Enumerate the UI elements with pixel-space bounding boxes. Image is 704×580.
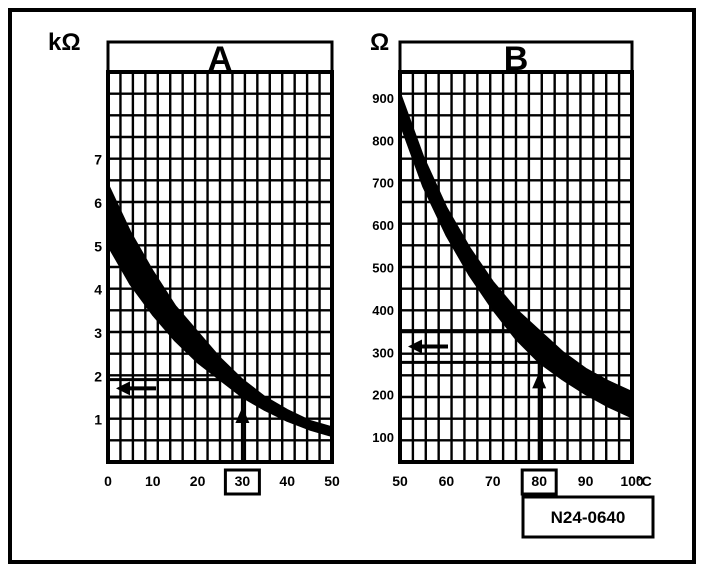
x-tick-label: 50 [392,473,408,489]
x-tick-label: 0 [104,473,112,489]
x-axis-unit: °C [636,473,652,489]
y-tick-label: 7 [94,152,102,168]
x-tick-label: 20 [190,473,206,489]
x-tick-highlight-box [520,468,558,496]
y-tick-label: 2 [94,368,102,384]
y-tick-label: 600 [372,218,394,233]
y-tick-label: 200 [372,388,394,403]
x-tick-highlight-box [223,468,261,496]
y-tick-label: 100 [372,430,394,445]
x-tick-label: 40 [279,473,295,489]
arrow-up-icon [532,372,547,389]
x-tick-label: 90 [578,473,594,489]
reference-code: N24-0640 [551,508,626,527]
y-tick-label: 1 [94,412,102,428]
y-tick-label: 3 [94,325,102,341]
y-tick-label: 900 [372,91,394,106]
plot-frame-b [398,70,634,464]
x-tick-label: 80 [531,473,547,489]
y-axis-unit-a: kΩ [48,29,81,56]
y-tick-label: 6 [94,195,102,211]
x-tick-label: 70 [485,473,501,489]
x-tick-label: 60 [439,473,455,489]
x-tick-label: 100 [620,473,644,489]
y-tick-label: 5 [94,238,102,254]
y-tick-label: 300 [372,345,394,360]
reference-box: N24-0640 [521,495,655,539]
y-tick-label: 4 [94,282,102,298]
arrow-up-icon [235,407,250,423]
x-tick-label: 10 [145,473,161,489]
y-tick-label: 700 [372,176,394,191]
y-axis-unit-b: Ω [370,29,389,56]
plot-frame-a [106,70,334,464]
x-tick-label: 50 [324,473,340,489]
y-tick-label: 400 [372,303,394,318]
arrow-left-icon [116,381,130,396]
arrow-left-icon [408,339,422,354]
y-tick-label: 800 [372,133,394,148]
x-tick-label: 30 [235,473,251,489]
y-tick-label: 500 [372,261,394,276]
